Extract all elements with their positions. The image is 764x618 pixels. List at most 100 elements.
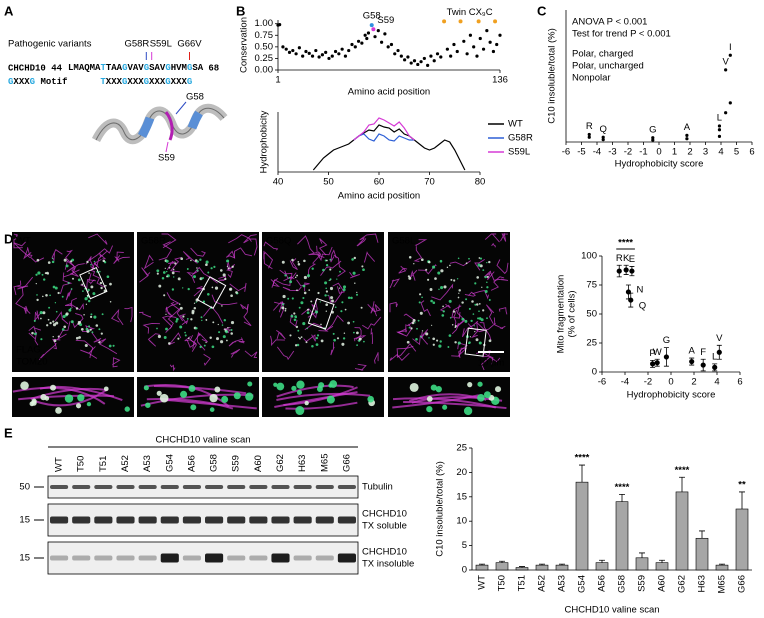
flag-puncta <box>334 306 337 309</box>
flag-puncta <box>468 307 471 310</box>
zoom-puncta <box>31 398 37 404</box>
zoom-puncta <box>467 382 473 388</box>
data-point <box>281 45 285 49</box>
flag-puncta <box>225 339 228 342</box>
data-point <box>337 52 341 56</box>
flag-puncta <box>207 293 210 296</box>
y-tick-label: 20 <box>456 467 467 478</box>
row-label: TX soluble <box>362 521 407 532</box>
point-label: A <box>684 122 691 133</box>
flag-puncta <box>180 257 184 261</box>
flag-puncta <box>306 274 311 278</box>
point-label: Q <box>639 301 646 312</box>
flag-puncta <box>303 291 307 295</box>
mito-filament <box>88 233 108 245</box>
flag-puncta <box>302 284 306 288</box>
flag-puncta <box>157 334 161 339</box>
data-point <box>301 54 305 58</box>
mito-filament <box>184 335 197 352</box>
data-point <box>363 33 367 37</box>
mito-filament <box>389 301 398 313</box>
zoom-puncta <box>86 401 92 407</box>
zoom-puncta <box>291 385 297 391</box>
flag-puncta <box>468 342 470 345</box>
flag-puncta <box>408 326 411 329</box>
mito-filament <box>64 297 77 307</box>
flag-puncta <box>474 331 476 333</box>
mito-filament <box>203 305 224 324</box>
data-point <box>628 297 634 303</box>
flag-puncta <box>90 313 93 316</box>
flag-puncta <box>474 282 477 285</box>
mito-filament <box>318 238 328 256</box>
lane-label: G62 <box>275 454 286 472</box>
flag-puncta <box>324 281 328 285</box>
char: M <box>73 63 78 73</box>
y-tick-label: 0.75 <box>255 30 274 41</box>
point-label: A <box>689 346 696 357</box>
flag-puncta <box>205 263 208 267</box>
mito-filament <box>398 265 408 274</box>
mito-filament <box>13 280 22 296</box>
point-label: R <box>616 253 623 264</box>
error-bar <box>639 552 645 558</box>
flag-puncta <box>296 343 300 347</box>
flag-puncta <box>468 257 470 260</box>
flag-puncta <box>436 339 439 342</box>
flag-puncta <box>351 258 354 261</box>
bar <box>735 508 749 571</box>
lane-label: A60 <box>253 455 264 472</box>
flag-puncta <box>72 277 74 280</box>
data-point <box>416 62 420 67</box>
flag-puncta <box>297 329 300 332</box>
mito-filament <box>124 306 133 323</box>
flag-puncta <box>80 328 84 331</box>
mito-filament <box>439 303 451 312</box>
variant-label: S59L <box>150 39 172 50</box>
data-point <box>393 52 397 56</box>
flag-puncta <box>477 317 480 320</box>
flag-puncta <box>300 301 304 305</box>
variant-label: G58R <box>124 39 149 50</box>
flag-puncta <box>338 287 341 289</box>
flag-puncta <box>420 258 424 262</box>
band <box>50 485 69 489</box>
flag-puncta <box>302 296 305 300</box>
mito-filament <box>276 330 286 340</box>
data-point <box>488 40 492 44</box>
char: V <box>176 63 182 73</box>
flag-puncta <box>63 325 67 329</box>
inset-box <box>196 276 227 309</box>
mito-filament <box>362 316 382 330</box>
zoom-puncta <box>430 384 437 391</box>
mito-filament <box>191 266 218 284</box>
char: V <box>160 63 166 73</box>
flag-puncta <box>109 282 112 286</box>
panel-label: B <box>236 3 245 18</box>
flag-puncta <box>161 276 165 280</box>
flag-puncta <box>478 257 481 259</box>
zoom-image <box>12 377 134 417</box>
char: A <box>117 63 123 73</box>
flag-puncta <box>53 339 57 343</box>
flag-puncta <box>106 275 110 279</box>
x-tick-label: M65 <box>717 575 728 593</box>
zoom-filament <box>30 387 106 401</box>
band <box>271 516 290 524</box>
x-tick-label: 0 <box>668 377 673 388</box>
char: G <box>165 63 170 73</box>
flag-puncta <box>315 343 319 346</box>
band <box>337 516 356 524</box>
flag-puncta <box>31 331 34 335</box>
flag-puncta <box>457 341 461 345</box>
flag-puncta <box>158 284 162 288</box>
x-tick-label: G58 <box>617 575 628 593</box>
flag-puncta <box>325 303 329 307</box>
mito-filament <box>374 352 379 364</box>
mito-filament <box>13 241 31 259</box>
line-series <box>353 117 415 141</box>
x-tick-label: 2 <box>687 147 692 158</box>
mito-filament <box>354 327 362 340</box>
structure-label: G58 <box>186 92 204 103</box>
band <box>138 555 157 561</box>
